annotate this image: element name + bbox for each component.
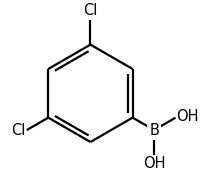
Text: OH: OH bbox=[143, 156, 165, 171]
Text: Cl: Cl bbox=[83, 3, 98, 18]
Text: OH: OH bbox=[177, 109, 199, 124]
Text: Cl: Cl bbox=[11, 123, 25, 138]
Text: B: B bbox=[149, 123, 159, 138]
